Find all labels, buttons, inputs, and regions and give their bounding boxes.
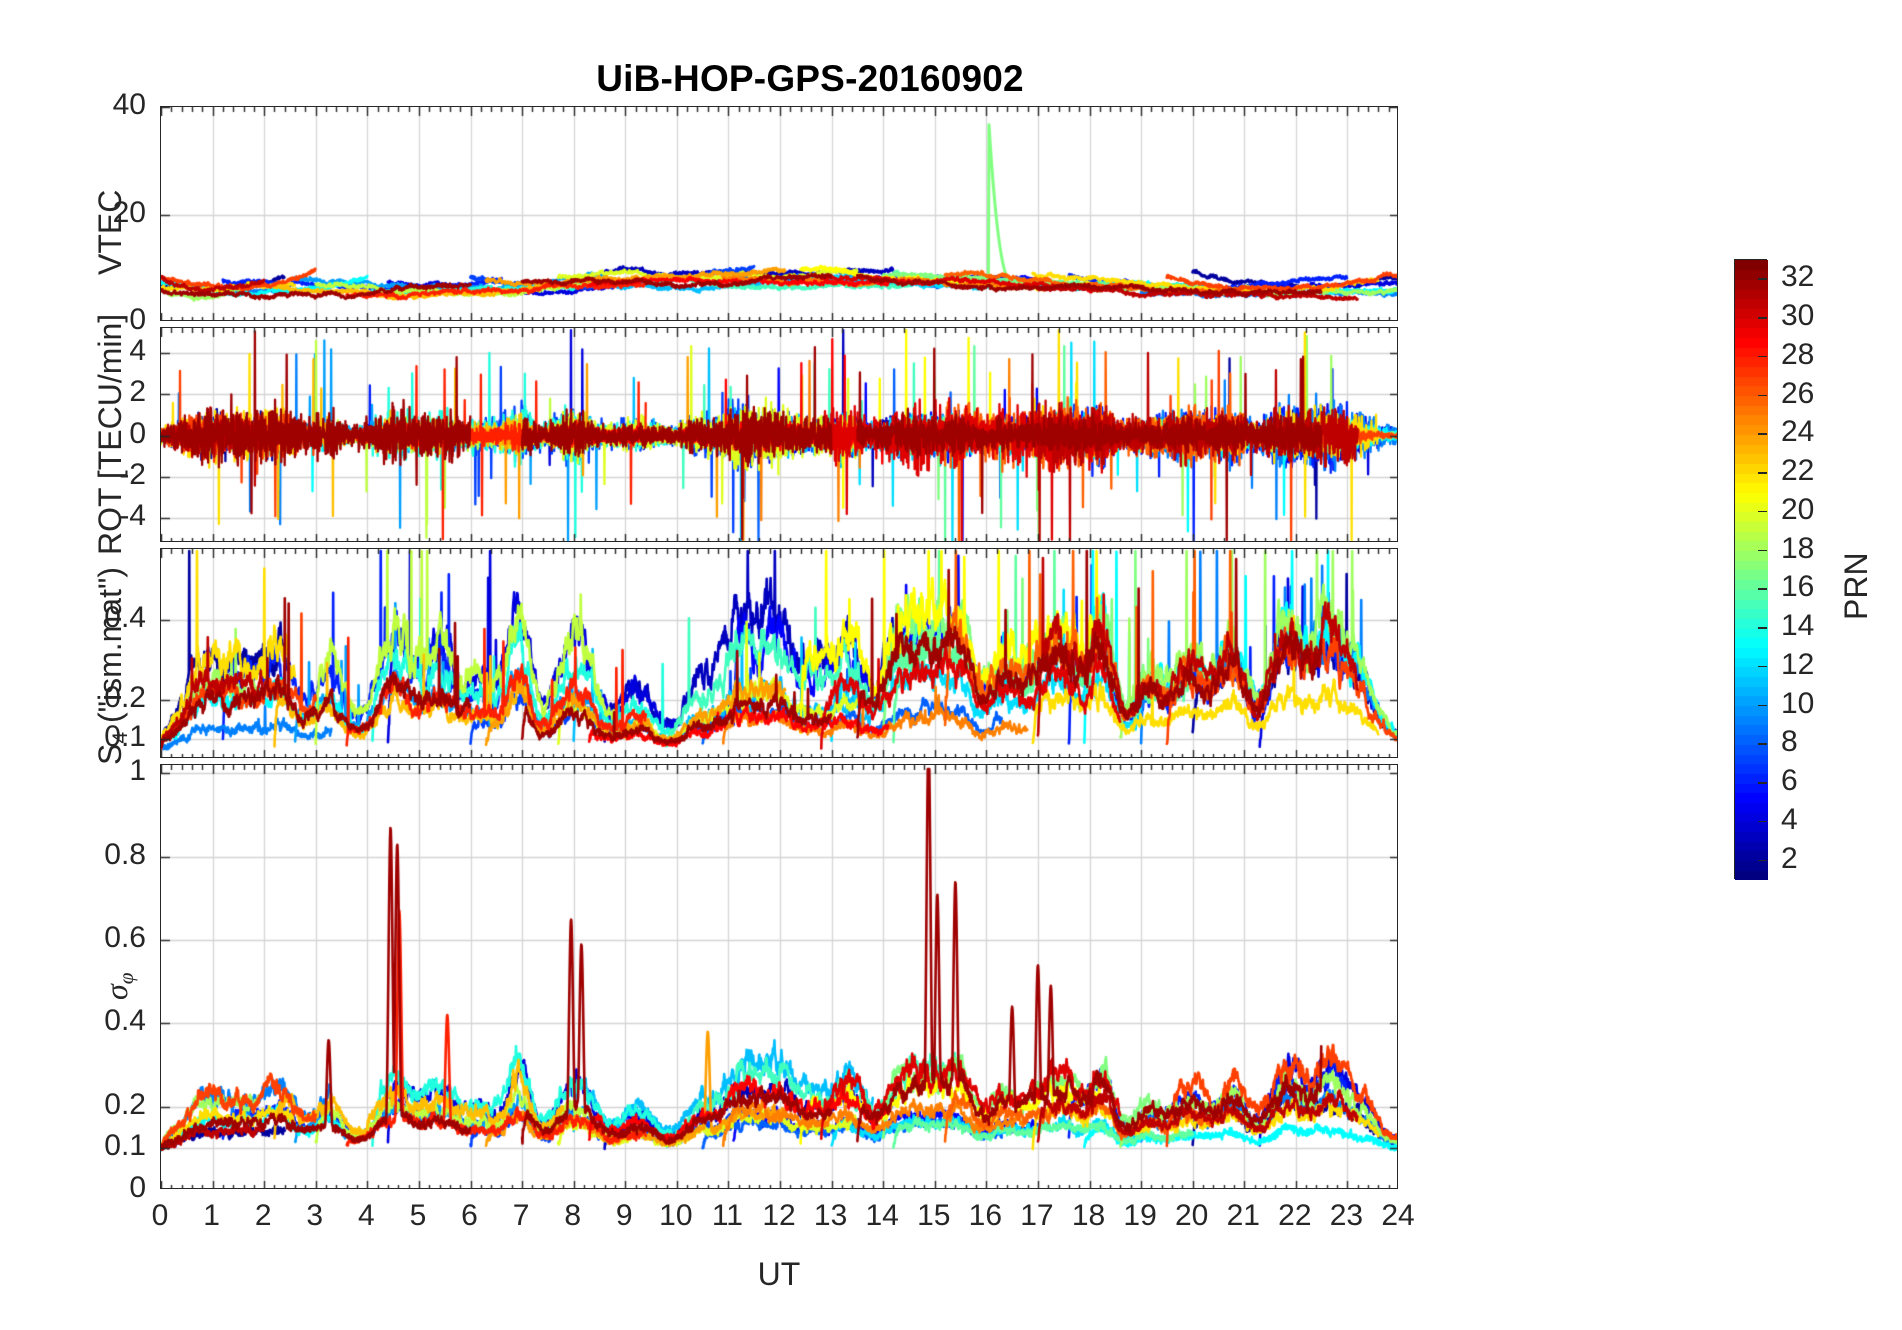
colorbar-tickmark-2 [1758, 859, 1767, 862]
ytick-s4-0.2: 0.2 [104, 680, 146, 714]
colorbar-tick-8: 8 [1781, 725, 1798, 759]
ytick-vtec-20: 20 [112, 195, 146, 229]
ytick-sphi-0.4: 0.4 [104, 1004, 146, 1038]
xtick-11: 11 [711, 1199, 743, 1232]
ytick-rot-4: 4 [129, 333, 146, 367]
xtick-20: 20 [1174, 1199, 1209, 1232]
xtick-8: 8 [564, 1199, 581, 1232]
ytick-vtec-40: 40 [112, 88, 146, 121]
colorbar-tick-32: 32 [1781, 260, 1815, 294]
colorbar-tickmark-28 [1758, 355, 1767, 358]
colorbar-tickmark-20 [1758, 510, 1767, 513]
xtick-13: 13 [813, 1199, 848, 1232]
colorbar-tick-22: 22 [1781, 454, 1815, 488]
xtick-23: 23 [1329, 1199, 1364, 1232]
figure-title: UiB-HOP-GPS-20160902 [596, 58, 1024, 99]
ytick-rot-2: 2 [129, 375, 146, 409]
colorbar-tickmark-16 [1758, 588, 1767, 590]
ytick-s4-0.1: 0.1 [104, 720, 146, 754]
colorbar-label: PRN [1838, 552, 1874, 620]
ytick-sphi-0.2: 0.2 [104, 1087, 146, 1121]
xtick-3: 3 [306, 1199, 324, 1232]
colorbar-tick-10: 10 [1781, 686, 1815, 720]
xtick-12: 12 [762, 1199, 796, 1232]
colorbar-tick-16: 16 [1781, 570, 1815, 604]
colorbar-tick-18: 18 [1781, 531, 1815, 565]
colorbar-tickmark-18 [1758, 549, 1767, 552]
ytick-rot--4: -4 [119, 499, 146, 533]
xtick-1: 1 [203, 1199, 220, 1232]
colorbar [1734, 259, 1768, 880]
xtick-17: 17 [1020, 1199, 1054, 1232]
colorbar-tick-26: 26 [1781, 376, 1815, 410]
colorbar-tick-4: 4 [1781, 802, 1798, 836]
colorbar-tickmark-14 [1758, 627, 1767, 629]
colorbar-tick-14: 14 [1781, 609, 1815, 643]
colorbar-tick-20: 20 [1781, 492, 1815, 526]
panel-rot [160, 327, 1398, 542]
xtick-22: 22 [1278, 1199, 1312, 1232]
ytick-sphi-0.8: 0.8 [104, 837, 146, 871]
xtick-7: 7 [512, 1199, 530, 1232]
panel-sigma-phi-ylabel: σφ [98, 972, 138, 1000]
xtick-21: 21 [1226, 1199, 1260, 1232]
colorbar-tickmark-6 [1758, 782, 1767, 784]
panel-sigma-phi [160, 764, 1398, 1189]
colorbar-tickmark-10 [1758, 704, 1767, 707]
colorbar-tickmark-4 [1758, 820, 1767, 823]
xtick-14: 14 [865, 1199, 899, 1232]
xtick-19: 19 [1123, 1199, 1157, 1232]
colorbar-tickmark-26 [1758, 394, 1767, 397]
ytick-rot-0: 0 [129, 416, 146, 450]
ytick-sphi-0.6: 0.6 [104, 921, 146, 954]
xtick-15: 15 [917, 1199, 951, 1232]
ytick-rot--2: -2 [119, 457, 146, 491]
ytick-sphi-0: 0 [129, 1171, 146, 1204]
xtick-5: 5 [409, 1199, 427, 1232]
colorbar-tickmark-22 [1758, 472, 1767, 474]
colorbar-tick-28: 28 [1781, 337, 1815, 371]
ytick-sphi-0.1: 0.1 [104, 1129, 146, 1163]
ytick-sphi-1: 1 [129, 754, 146, 788]
x-axis-label: UT [757, 1256, 801, 1292]
panel-vtec [160, 106, 1398, 321]
xtick-2: 2 [254, 1199, 272, 1232]
xtick-10: 10 [659, 1199, 693, 1232]
colorbar-tickmark-8 [1758, 743, 1767, 745]
xtick-6: 6 [461, 1199, 478, 1232]
panel-s4 [160, 548, 1398, 758]
ytick-vtec-0: 0 [129, 303, 146, 336]
xtick-24: 24 [1381, 1199, 1415, 1232]
xtick-9: 9 [615, 1199, 633, 1232]
xtick-16: 16 [968, 1199, 1003, 1232]
xtick-18: 18 [1071, 1199, 1106, 1232]
colorbar-tickmark-32 [1758, 278, 1767, 280]
colorbar-tickmark-12 [1758, 665, 1767, 668]
ytick-s4-0.4: 0.4 [104, 601, 146, 635]
colorbar-tickmark-30 [1758, 317, 1767, 319]
xtick-4: 4 [357, 1199, 375, 1232]
colorbar-tick-24: 24 [1781, 415, 1815, 449]
colorbar-tickmark-24 [1758, 433, 1767, 435]
colorbar-tick-12: 12 [1781, 647, 1815, 681]
colorbar-tick-2: 2 [1781, 841, 1798, 875]
colorbar-tick-6: 6 [1781, 764, 1798, 798]
xtick-0: 0 [151, 1199, 169, 1232]
colorbar-tick-30: 30 [1781, 299, 1815, 333]
